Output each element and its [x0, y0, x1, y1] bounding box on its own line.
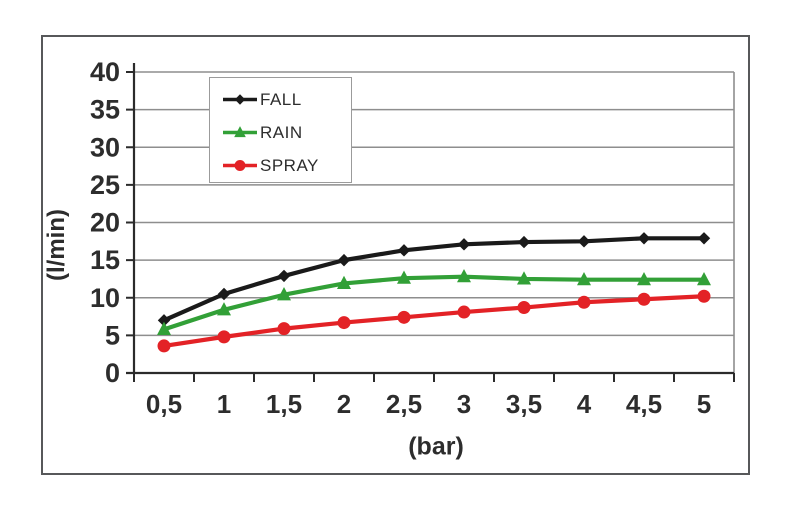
legend-marker	[234, 126, 246, 138]
x-tick-label: 2,5	[386, 389, 422, 419]
y-tick-label: 25	[90, 170, 120, 200]
series-line-rain	[161, 274, 707, 332]
x-tick-label: 3	[457, 389, 471, 419]
fall-data-point	[577, 235, 591, 248]
rain-data-point	[457, 268, 471, 283]
y-tick-label: 0	[105, 358, 120, 388]
spray-data-point	[577, 295, 591, 309]
x-tick-label: 3,5	[506, 389, 542, 419]
rain-data-point	[697, 271, 711, 286]
x-tick-label: 1,5	[266, 389, 302, 419]
spray-data-point	[637, 292, 651, 306]
spray-line-marker-icon	[223, 160, 257, 171]
y-tick-label: 35	[90, 95, 120, 125]
spray-data-point	[517, 301, 531, 315]
rain-data-point	[157, 321, 171, 335]
rain-data-point	[577, 271, 591, 286]
legend-item-rain: RAIN	[210, 116, 351, 149]
rain-data-point	[517, 271, 531, 285]
legend-label: FALL	[260, 89, 302, 109]
spray-data-point	[457, 305, 471, 319]
spray-data-point	[697, 289, 711, 303]
legend-item-fall: FALL	[210, 83, 351, 116]
x-tick-label: 4,5	[626, 389, 662, 419]
spray-data-point	[337, 316, 351, 330]
y-tick-label: 10	[90, 283, 120, 313]
y-tick-label: 5	[105, 320, 120, 350]
fall-data-point	[277, 269, 291, 283]
x-tick-label: 2	[337, 389, 351, 419]
x-tick-label: 4	[577, 389, 592, 419]
fall-data-point	[337, 253, 351, 267]
spray-data-point	[397, 310, 411, 324]
fall-data-point	[697, 232, 711, 245]
series-line-fall	[161, 236, 707, 323]
spray-data-point	[217, 330, 231, 344]
rain-data-point	[337, 275, 351, 290]
rain-data-point	[637, 271, 651, 286]
fall-data-point	[637, 232, 651, 245]
fall-data-point	[217, 287, 231, 301]
y-tick-label: 40	[90, 57, 120, 87]
chart-frame	[41, 35, 750, 475]
fall-data-point	[157, 314, 171, 327]
y-tick-label: 30	[90, 132, 120, 162]
legend-marker	[234, 160, 246, 171]
x-tick-label: 0,5	[146, 389, 182, 419]
fall-line-marker-icon	[223, 94, 257, 105]
x-axis-title: (bar)	[408, 432, 464, 461]
series-line-spray	[161, 294, 707, 349]
spray-data-point	[277, 322, 291, 336]
legend-marker	[234, 94, 246, 105]
y-tick-label: 20	[90, 208, 120, 238]
legend-label: SPRAY	[260, 155, 319, 175]
fall-data-point	[397, 244, 411, 257]
legend-item-spray: SPRAY	[210, 149, 351, 182]
legend: FALL RAIN SPRAY	[209, 77, 352, 183]
fall-data-point	[517, 235, 531, 249]
y-tick-label: 15	[90, 245, 120, 275]
y-axis-title: (l/min)	[43, 209, 70, 281]
rain-data-point	[277, 287, 291, 301]
rain-line-marker-icon	[223, 126, 257, 138]
spray-data-point	[157, 339, 171, 353]
legend-label: RAIN	[260, 122, 303, 142]
fall-data-point	[457, 238, 471, 251]
x-tick-label: 5	[697, 389, 711, 419]
rain-data-point	[397, 270, 411, 284]
rain-data-point	[217, 302, 231, 316]
x-tick-label: 1	[217, 389, 231, 419]
